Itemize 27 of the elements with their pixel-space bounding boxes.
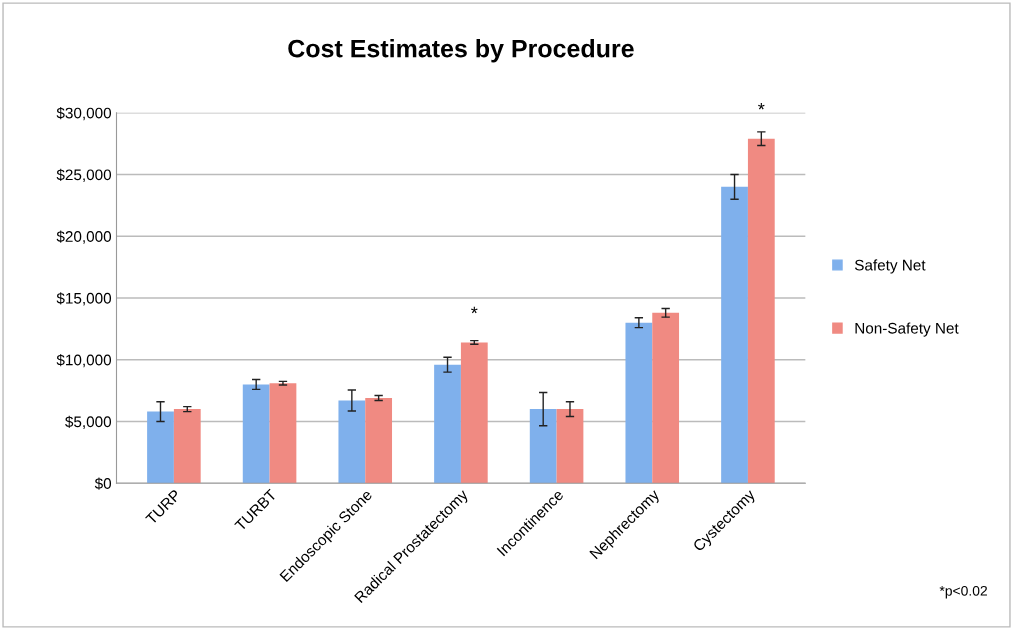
y-tick-label: $25,000 [56, 168, 112, 182]
bar [556, 409, 584, 484]
bar [652, 312, 680, 484]
bar [434, 364, 461, 484]
bar [365, 398, 393, 484]
y-tick-label: $20,000 [56, 230, 112, 244]
bar [529, 409, 557, 484]
bar [625, 322, 653, 484]
bar [269, 383, 297, 484]
bar [147, 411, 174, 484]
legend-label: Non-Safety Net [855, 322, 959, 337]
annotation: * [758, 103, 765, 110]
bar [747, 138, 775, 484]
y-tick-label: $5,000 [65, 415, 112, 429]
bar [242, 384, 270, 484]
bar [338, 400, 366, 484]
legend-label: Safety Net [854, 259, 926, 274]
y-tick-label: $10,000 [56, 353, 112, 368]
bar [173, 409, 201, 484]
bar [460, 342, 488, 484]
y-tick-label: $15,000 [56, 292, 112, 306]
annotation: * [471, 306, 478, 314]
bar [721, 186, 748, 484]
y-tick-label: $0 [94, 477, 112, 490]
chart-title: Cost Estimates by Procedure [288, 39, 634, 63]
text: *p<0.02 [939, 585, 987, 599]
y-tick-label: $30,000 [56, 107, 112, 121]
